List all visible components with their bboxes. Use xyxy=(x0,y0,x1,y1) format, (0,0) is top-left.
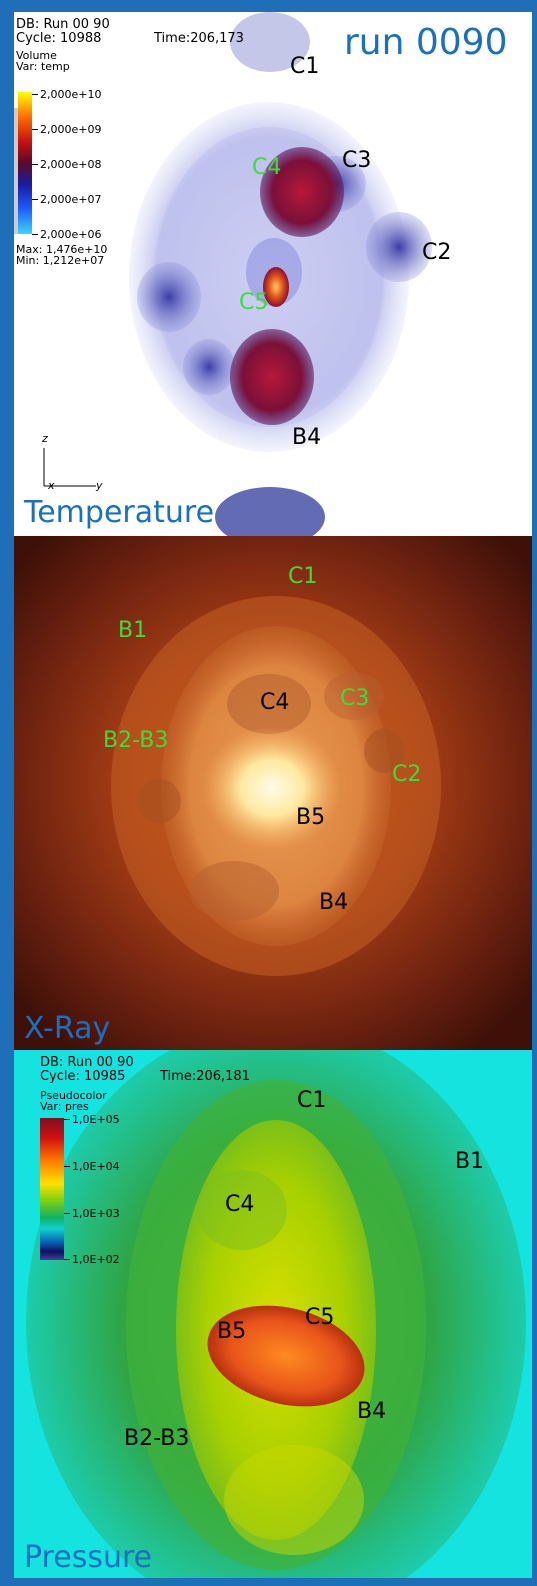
pres-label-b5: B5 xyxy=(217,1319,247,1344)
xray-label-c4: C4 xyxy=(260,690,290,715)
temp-label-b4: B4 xyxy=(292,425,322,450)
pres-label-b2b3: B2-B3 xyxy=(124,1426,190,1451)
axis-y-label: y xyxy=(96,479,103,492)
xray-title: X-Ray xyxy=(24,1011,111,1046)
temp-tick-4: 2,000e+07 xyxy=(40,193,102,206)
temp-plot-type: Volume xyxy=(16,49,57,62)
xray-label-c1: C1 xyxy=(288,564,318,589)
temp-colorbar xyxy=(18,92,32,234)
temp-label-c5: C5 xyxy=(239,290,269,315)
temp-tick-3: 2,000e+08 xyxy=(40,158,102,171)
pres-tick-2: 1,0E+04 xyxy=(72,1160,120,1173)
pres-label-b1: B1 xyxy=(455,1149,485,1174)
axis-z-label: z xyxy=(42,432,48,445)
temp-opacity-strip xyxy=(14,108,18,234)
pres-tick-4: 1,0E+02 xyxy=(72,1253,120,1266)
pressure-title: Pressure xyxy=(24,1540,153,1575)
run-title: run 0090 xyxy=(344,22,508,63)
temp-label-c1: C1 xyxy=(290,54,320,79)
pres-db-text: DB: Run 00 90 xyxy=(40,1055,134,1070)
pres-label-b4: B4 xyxy=(357,1399,387,1424)
pres-var: Var: pres xyxy=(40,1100,89,1113)
temperature-panel: DB: Run 00 90 Cycle: 10988 Time:206,173 … xyxy=(14,12,532,536)
xray-label-b1: B1 xyxy=(118,618,148,643)
temp-label-c4: C4 xyxy=(252,155,282,180)
xray-label-b2b3: B2-B3 xyxy=(103,728,169,753)
pressure-image xyxy=(14,1050,532,1578)
temperature-volume-render xyxy=(129,12,432,536)
pres-tick-1: 1,0E+05 xyxy=(72,1113,120,1126)
temperature-title: Temperature xyxy=(24,495,215,530)
temp-tick-1: 2,000e+10 xyxy=(40,88,102,101)
xray-label-b5: B5 xyxy=(296,805,326,830)
xray-label-b4: B4 xyxy=(319,890,349,915)
xray-panel: X-Ray C1 B1 C4 C3 B2-B3 C2 B5 B4 xyxy=(14,536,532,1050)
temp-db-text: DB: Run 00 90 xyxy=(16,17,110,32)
temp-tick-2: 2,000e+09 xyxy=(40,123,102,136)
pres-label-c5: C5 xyxy=(305,1305,335,1330)
pressure-panel: DB: Run 00 90 Cycle: 10985 Time:206,181 … xyxy=(14,1050,532,1578)
temp-label-c3: C3 xyxy=(342,148,372,173)
temp-label-c2: C2 xyxy=(422,240,452,265)
temp-tick-5: 2,000e+06 xyxy=(40,228,102,241)
pres-tick-3: 1,0E+03 xyxy=(72,1207,120,1220)
temp-max: Max: 1,476e+10 xyxy=(16,243,108,256)
pres-time-text: Time:206,181 xyxy=(160,1069,250,1084)
xray-image xyxy=(14,536,532,1050)
axis-x-label: x xyxy=(48,479,55,492)
pres-colorbar xyxy=(40,1118,64,1260)
xray-label-c3: C3 xyxy=(340,686,370,711)
pres-cycle-text: Cycle: 10985 xyxy=(40,1069,126,1084)
xray-label-c2: C2 xyxy=(392,762,422,787)
temp-cycle-text: Cycle: 10988 xyxy=(16,31,102,46)
temp-min: Min: 1,212e+07 xyxy=(16,254,105,267)
temp-var: Var: temp xyxy=(16,60,70,73)
pres-label-c4: C4 xyxy=(225,1192,255,1217)
pres-label-c1: C1 xyxy=(297,1088,327,1113)
temp-time-text: Time:206,173 xyxy=(154,31,244,46)
axis-triad xyxy=(43,448,96,487)
pres-plot-type: Pseudocolor xyxy=(40,1089,107,1102)
